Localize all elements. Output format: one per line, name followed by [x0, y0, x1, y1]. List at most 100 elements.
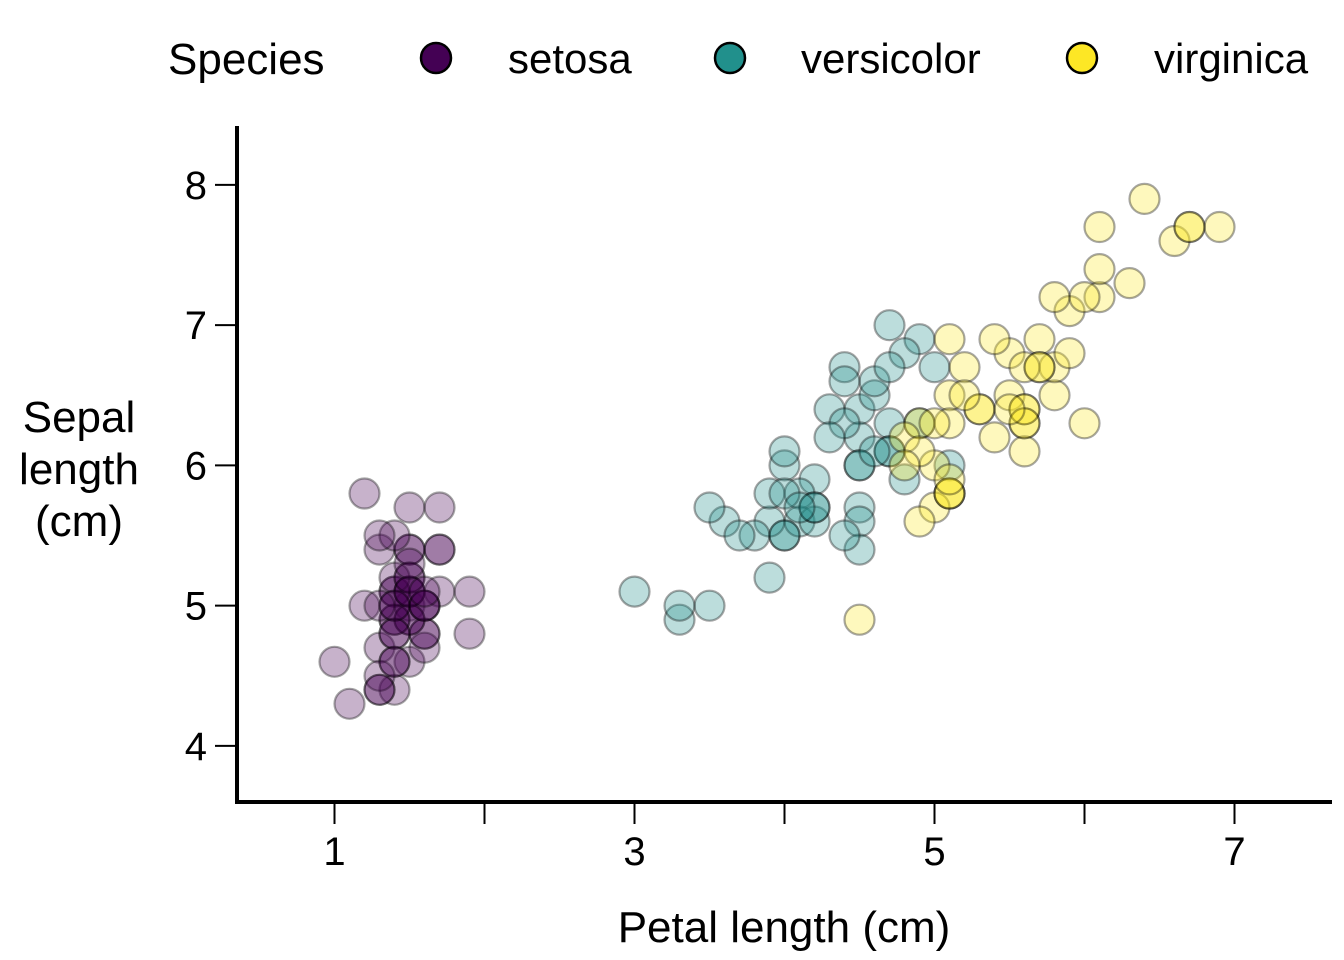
point-virginica-7	[1113, 267, 1146, 300]
point-virginica-44	[1023, 351, 1056, 384]
point-virginica-19	[918, 449, 951, 482]
point-virginica-32	[1008, 393, 1041, 426]
point-versicolor-4	[858, 379, 891, 412]
point-versicolor-19	[753, 505, 786, 538]
point-virginica-46	[918, 407, 951, 440]
point-setosa-0	[378, 575, 411, 608]
point-virginica-39	[978, 323, 1011, 356]
point-setosa-4	[378, 589, 411, 622]
point-virginica-18	[1203, 210, 1236, 244]
point-versicolor-29	[693, 491, 726, 524]
y-tick-label-4: 4	[185, 725, 207, 769]
point-setosa-7	[393, 589, 426, 622]
y-tick-label-8: 8	[185, 164, 207, 208]
point-setosa-20	[423, 533, 456, 566]
point-virginica-3	[1008, 407, 1041, 440]
legend-marker-virginica	[1065, 41, 1099, 75]
point-versicolor-5	[843, 491, 876, 524]
point-setosa-46	[408, 575, 441, 608]
point-versicolor-23	[873, 435, 906, 468]
point-virginica-45	[948, 351, 981, 384]
point-setosa-12	[378, 617, 411, 650]
point-virginica-5	[1158, 224, 1191, 258]
point-setosa-23	[423, 575, 456, 608]
point-versicolor-30	[738, 519, 771, 552]
x-tick-label-3: 3	[623, 830, 645, 874]
point-versicolor-20	[888, 463, 921, 496]
point-versicolor-0	[873, 309, 906, 342]
point-setosa-43	[408, 589, 441, 622]
point-versicolor-45	[798, 491, 831, 524]
point-versicolor-7	[663, 603, 696, 636]
point-versicolor-43	[663, 589, 696, 622]
point-versicolor-11	[798, 463, 831, 496]
point-setosa-21	[393, 575, 426, 608]
point-versicolor-21	[768, 435, 801, 468]
point-setosa-47	[378, 645, 411, 678]
point-versicolor-27	[918, 351, 951, 384]
point-virginica-28	[1008, 393, 1041, 426]
point-virginica-35	[1083, 210, 1116, 244]
point-virginica-0	[1068, 407, 1101, 440]
point-virginica-6	[843, 603, 876, 636]
point-versicolor-39	[768, 519, 801, 552]
point-setosa-19	[393, 575, 426, 608]
point-setosa-35	[348, 589, 381, 622]
point-virginica-34	[1008, 435, 1041, 468]
point-setosa-40	[363, 589, 396, 622]
point-setosa-25	[408, 589, 441, 622]
point-setosa-9	[393, 603, 426, 636]
axes: 1 3 5 7 4 5 6 7 8	[185, 126, 1332, 874]
point-setosa-41	[363, 659, 396, 692]
point-versicolor-6	[873, 407, 906, 440]
point-setosa-49	[378, 589, 411, 622]
point-versicolor-36	[873, 351, 906, 384]
point-virginica-49	[933, 463, 966, 496]
point-versicolor-35	[843, 449, 876, 482]
point-virginica-27	[903, 435, 936, 468]
point-virginica-21	[903, 505, 936, 538]
point-versicolor-13	[873, 435, 906, 468]
point-virginica-2	[1053, 295, 1086, 328]
point-virginica-22	[1173, 210, 1206, 244]
point-setosa-15	[393, 491, 426, 524]
point-setosa-6	[378, 645, 411, 678]
point-versicolor-31	[723, 519, 756, 552]
x-tick-label-1: 1	[323, 830, 345, 874]
point-virginica-38	[888, 449, 921, 482]
legend-label-virginica: virginica	[1154, 35, 1309, 82]
point-setosa-18	[423, 491, 456, 524]
point-virginica-4	[1038, 379, 1071, 412]
point-versicolor-41	[858, 435, 891, 468]
point-virginica-20	[1023, 323, 1056, 356]
point-setosa-45	[378, 617, 411, 650]
legend-title: Species	[168, 35, 325, 84]
point-setosa-42	[363, 673, 396, 706]
point-virginica-48	[978, 421, 1011, 454]
point-setosa-22	[318, 645, 351, 678]
point-virginica-15	[963, 393, 996, 426]
point-setosa-44	[453, 575, 486, 608]
point-virginica-31	[1128, 182, 1161, 215]
point-virginica-40	[1008, 351, 1041, 384]
point-setosa-2	[363, 631, 396, 664]
point-versicolor-47	[813, 421, 846, 454]
point-versicolor-33	[933, 449, 966, 482]
legend-marker-versicolor	[713, 41, 747, 75]
point-virginica-12	[993, 337, 1026, 370]
point-versicolor-2	[903, 323, 936, 356]
point-virginica-30	[1083, 253, 1116, 286]
y-tick-label-6: 6	[185, 444, 207, 488]
point-virginica-41	[933, 323, 966, 356]
x-tick-label-7: 7	[1223, 830, 1245, 874]
y-tick-label-5: 5	[185, 585, 207, 629]
point-versicolor-32	[753, 477, 786, 510]
point-versicolor-24	[813, 393, 846, 426]
point-versicolor-42	[768, 477, 801, 510]
point-versicolor-48	[618, 575, 651, 608]
point-versicolor-17	[783, 477, 816, 510]
point-setosa-5	[423, 533, 456, 566]
point-versicolor-46	[798, 491, 831, 524]
point-setosa-32	[393, 561, 426, 594]
